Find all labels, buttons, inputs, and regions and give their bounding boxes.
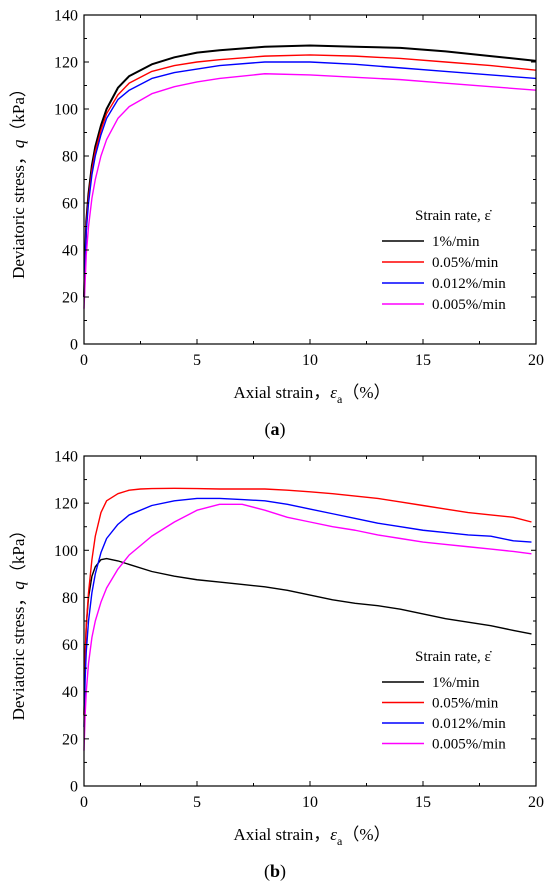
y-tick-label: 100 [54,543,78,560]
y-tick-label: 80 [62,590,78,607]
x-axis-unit: （%） [342,383,390,402]
panel-label-close-paren: ) [280,861,286,882]
x-axis-symbol: ε [330,825,337,844]
series-line-0-012--min [83,497,532,728]
panel-label-letter: b [270,861,280,881]
x-axis-label-text: Axial strain， [234,825,331,844]
series-line-1--min [83,557,532,716]
series-line-0-012--min [83,61,537,298]
y-axis-unit: （kPa） [9,522,28,582]
x-axis-label-text: Axial strain， [234,383,331,402]
y-axis-symbol: q [9,581,28,590]
legend-title: Strain rate, ε̇ [415,649,492,665]
series-line-0-05--min [83,54,537,298]
y-tick-label: 60 [62,196,78,213]
panel-b: 0 5 10 15 20 0 20 40 60 80 100 120 140 Axial strain，ε… [9,449,544,883]
y-tick-label: 60 [62,637,78,654]
x-tick-label: 5 [193,352,201,369]
y-axis-symbol: q [9,139,28,148]
series-line-0-05--min [83,487,532,716]
series-line-0-005--min [83,503,532,751]
x-tick-label: 15 [415,794,431,811]
y-axis-label: Deviatoric stress，q（kPa） [9,80,28,279]
y-tick-label: 20 [62,731,78,748]
legend-entry: 0.012%/min [432,716,506,732]
x-axis-subscript: a [337,834,343,848]
panel-label-close-paren: ) [280,419,286,440]
x-axis-label: Axial strain，εa（%） [234,383,391,406]
y-tick-label: 120 [54,55,78,72]
x-tick-label: 0 [80,352,88,369]
x-tick-label: 5 [193,794,201,811]
y-axis-label: Deviatoric stress，q（kPa） [9,522,28,721]
legend-entry: 1%/min [432,675,480,691]
y-axis-unit: （kPa） [9,80,28,140]
x-tick-label: 0 [80,794,88,811]
x-axis-symbol: ε [330,383,337,402]
panel-label-open-paren: ( [265,419,271,440]
x-tick-label: 10 [302,352,318,369]
panel-label: (b) [264,861,286,882]
y-tick-label: 0 [70,337,78,354]
legend-title: Strain rate, ε̇ [415,208,492,224]
y-tick-label: 0 [70,779,78,796]
y-tick-label: 40 [62,243,78,260]
panel-a: 0 5 10 15 20 0 20 40 60 80 100 120 140 Axial strain，ε… [9,8,544,441]
y-tick-label: 140 [54,8,78,25]
legend-entry: 0.005%/min [432,737,506,753]
series-line-1--min [83,44,537,298]
x-tick-label: 15 [415,352,431,369]
y-tick-label: 20 [62,290,78,307]
legend-entry: 0.05%/min [432,696,499,712]
panel-label-open-paren: ( [264,861,270,882]
x-axis-subscript: a [337,392,343,406]
y-axis-label-text: Deviatoric stress， [9,590,28,721]
x-tick-label: 10 [302,794,318,811]
legend-entry: 0.012%/min [432,276,506,292]
legend-entry: 0.05%/min [432,255,499,271]
x-tick-label: 20 [528,352,544,369]
panel-label: (a) [265,419,286,440]
legend-entry: 1%/min [432,234,480,250]
y-tick-label: 80 [62,149,78,166]
legend-entry: 0.005%/min [432,297,506,313]
y-tick-label: 100 [54,102,78,119]
x-tick-label: 20 [528,794,544,811]
panel-label-letter: a [271,419,280,439]
y-tick-label: 140 [54,449,78,466]
y-tick-label: 40 [62,684,78,701]
x-axis-unit: （%） [342,825,390,844]
y-tick-label: 120 [54,496,78,513]
series-line-0-005--min [83,73,537,309]
x-axis-label: Axial strain，εa（%） [234,825,391,848]
y-axis-label-text: Deviatoric stress， [9,148,28,279]
